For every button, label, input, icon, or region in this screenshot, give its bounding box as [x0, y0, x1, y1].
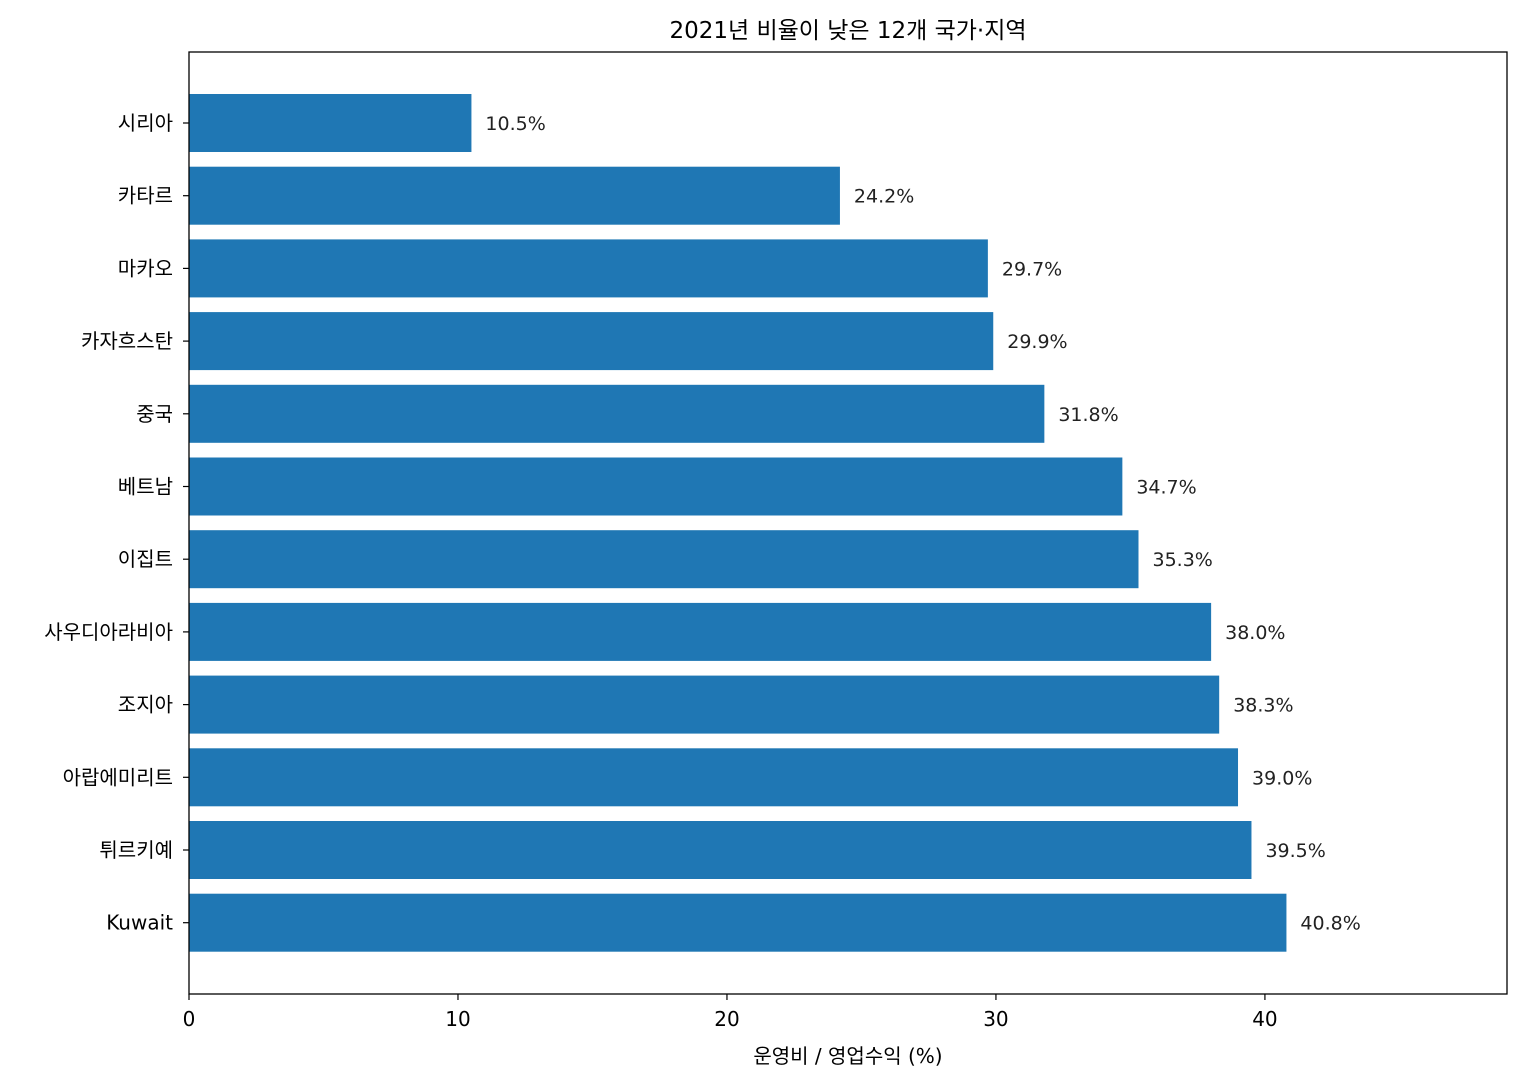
bar — [189, 602, 1212, 661]
bar — [189, 893, 1287, 952]
plot-frame — [188, 51, 1508, 995]
y-tick-label: 이집트 — [118, 547, 173, 571]
bar-value-label: 31.8% — [1058, 404, 1118, 426]
x-tick-label: 10 — [445, 1007, 470, 1031]
bar-value-label: 29.7% — [1002, 258, 1062, 280]
bar-value-label: 38.3% — [1233, 695, 1293, 717]
y-tick-label: 베트남 — [118, 475, 173, 499]
bar-value-label: 24.2% — [854, 186, 914, 208]
y-tick-label: 시리아 — [118, 111, 173, 135]
x-tick-label: 20 — [714, 1007, 739, 1031]
bars-layer: 10.5% 24.2% 29.7% 29.9% 31.8% 34.7% 35.3% 38.0%… — [189, 94, 1361, 952]
bar-value-label: 40.8% — [1300, 913, 1360, 935]
bar — [189, 457, 1123, 516]
y-tick-label: 카자흐스탄 — [81, 329, 173, 353]
bar-value-label: 39.0% — [1252, 767, 1312, 789]
x-axis-label: 운영비 / 영업수익 (%) — [753, 1044, 942, 1068]
bar — [189, 384, 1045, 443]
bar — [189, 239, 988, 298]
bar-value-label: 38.0% — [1225, 622, 1285, 644]
bar — [189, 821, 1252, 879]
x-tick-label: 40 — [1252, 1007, 1277, 1031]
bar — [189, 530, 1139, 589]
y-tick-label: 중국 — [136, 402, 173, 426]
y-tick-label: Kuwait — [106, 911, 173, 935]
bar — [189, 166, 840, 225]
y-tick-label: 튀르키예 — [99, 838, 173, 862]
y-tick-label: 마카오 — [118, 256, 173, 280]
x-axis-ticks: 0 10 20 30 40 — [183, 994, 1278, 1031]
bar — [189, 94, 472, 152]
y-axis-ticks: 시리아카타르마카오카자흐스탄중국베트남이집트사우디아라비아조지아아랍에미리트튀르… — [44, 111, 189, 935]
bar-value-label: 10.5% — [485, 113, 545, 135]
bar — [189, 748, 1239, 807]
bar-value-label: 34.7% — [1136, 477, 1196, 499]
bar — [189, 312, 994, 371]
y-tick-label: 카타르 — [118, 184, 173, 208]
y-tick-label: 사우디아라비아 — [44, 620, 173, 644]
chart-title: 2021년 비율이 낮은 12개 국가·지역 — [669, 18, 1026, 44]
bar-value-label: 29.9% — [1007, 331, 1067, 353]
bar-value-label: 35.3% — [1152, 549, 1212, 571]
bar — [189, 675, 1220, 734]
y-tick-label: 조지아 — [118, 693, 173, 717]
x-tick-label: 0 — [183, 1007, 196, 1031]
x-tick-label: 30 — [983, 1007, 1008, 1031]
y-tick-label: 아랍에미리트 — [63, 765, 173, 789]
bar-value-label: 39.5% — [1265, 840, 1325, 862]
